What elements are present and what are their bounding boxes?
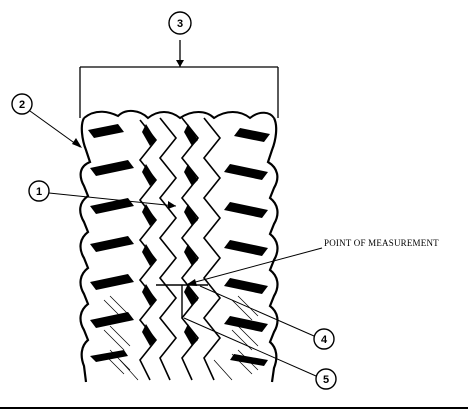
callout-2: 2 [11, 93, 82, 148]
callout-5: 5 [183, 317, 337, 390]
svg-text:POINT OF MEASUREMENT: POINT OF MEASUREMENT [324, 238, 439, 248]
svg-text:5: 5 [323, 374, 329, 386]
tread-width-bracket [79, 40, 279, 118]
callout-4: 4 [199, 285, 335, 350]
tire-body [79, 110, 279, 383]
callout-3: 3 [168, 11, 192, 35]
tire-left-edge [79, 117, 92, 383]
callout-1: 1 [28, 180, 177, 209]
right-shoulder-lugs [224, 128, 270, 366]
svg-text:2: 2 [19, 99, 25, 111]
tire-top-edge [83, 110, 275, 120]
svg-text:4: 4 [321, 334, 328, 346]
point-of-measurement-label: POINT OF MEASUREMENT [186, 238, 439, 286]
svg-text:1: 1 [36, 186, 42, 198]
left-shoulder-lugs [88, 124, 134, 362]
bracket-arrowhead [176, 60, 184, 67]
svg-text:3: 3 [177, 18, 183, 30]
tread-wear-hatching [103, 295, 259, 381]
tire-right-edge [266, 117, 279, 383]
chevron-block-accents [142, 124, 198, 346]
